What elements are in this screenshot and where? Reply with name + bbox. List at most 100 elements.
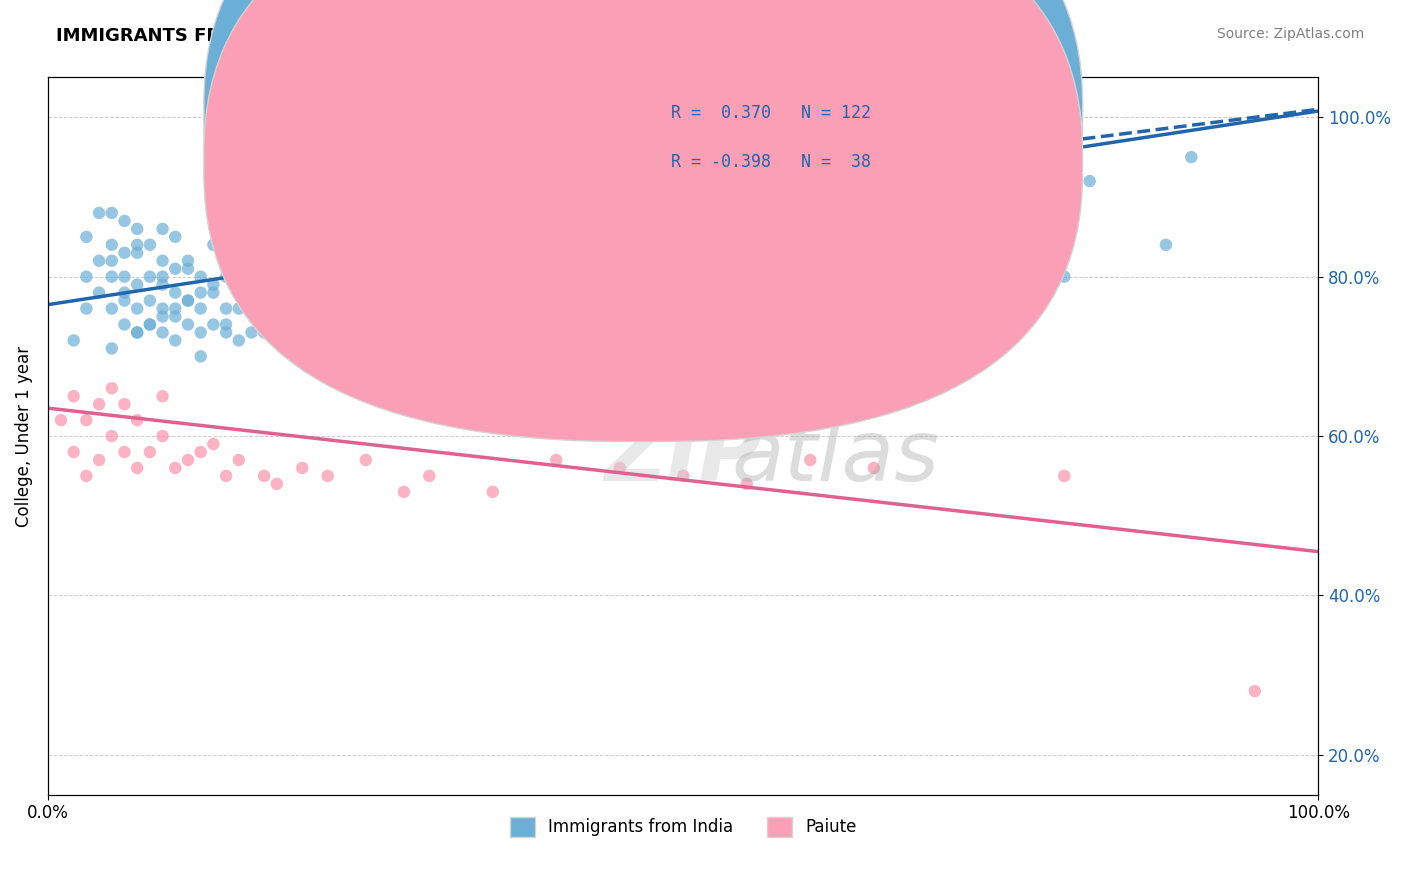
- Point: [380, 198, 402, 212]
- Point: [165, 230, 187, 244]
- Point: [354, 277, 377, 292]
- Point: [228, 301, 250, 316]
- Point: [152, 310, 174, 324]
- Point: [672, 190, 695, 204]
- Point: [354, 453, 377, 467]
- Point: [75, 469, 97, 483]
- Point: [228, 453, 250, 467]
- Point: [165, 301, 187, 316]
- Point: [165, 285, 187, 300]
- Point: [101, 206, 124, 220]
- Point: [266, 285, 288, 300]
- Point: [190, 445, 212, 459]
- Point: [101, 253, 124, 268]
- Point: [253, 326, 276, 340]
- Point: [418, 245, 440, 260]
- Point: [190, 326, 212, 340]
- Point: [139, 445, 162, 459]
- Point: [291, 318, 314, 332]
- Point: [266, 318, 288, 332]
- Point: [392, 261, 415, 276]
- Point: [456, 230, 478, 244]
- Point: [329, 293, 352, 308]
- Point: [291, 461, 314, 475]
- Point: [862, 461, 884, 475]
- Point: [495, 214, 517, 228]
- Point: [152, 222, 174, 236]
- Point: [316, 469, 339, 483]
- Point: [152, 301, 174, 316]
- Point: [240, 293, 263, 308]
- Point: [190, 285, 212, 300]
- Text: atlas: atlas: [731, 416, 939, 500]
- Point: [190, 350, 212, 364]
- Point: [253, 301, 276, 316]
- Point: [228, 261, 250, 276]
- Point: [127, 222, 149, 236]
- Point: [735, 198, 758, 212]
- Point: [1002, 182, 1025, 196]
- Point: [240, 326, 263, 340]
- Point: [114, 293, 136, 308]
- Point: [291, 318, 314, 332]
- Point: [114, 245, 136, 260]
- Point: [177, 253, 200, 268]
- Point: [87, 453, 110, 467]
- Point: [1053, 269, 1076, 284]
- Point: [367, 269, 389, 284]
- Point: [481, 253, 503, 268]
- Point: [127, 413, 149, 427]
- Point: [101, 269, 124, 284]
- Point: [342, 253, 364, 268]
- Text: R = -0.398   N =  38: R = -0.398 N = 38: [671, 153, 870, 171]
- Text: ZIP: ZIP: [605, 416, 762, 500]
- Point: [202, 285, 225, 300]
- Point: [392, 484, 415, 499]
- Point: [101, 301, 124, 316]
- Point: [75, 230, 97, 244]
- Point: [418, 230, 440, 244]
- Point: [190, 301, 212, 316]
- Point: [114, 397, 136, 411]
- Point: [316, 269, 339, 284]
- Point: [49, 413, 72, 427]
- Point: [228, 334, 250, 348]
- Point: [127, 277, 149, 292]
- Point: [481, 484, 503, 499]
- Point: [342, 285, 364, 300]
- Point: [177, 318, 200, 332]
- Point: [202, 277, 225, 292]
- Point: [127, 237, 149, 252]
- Point: [139, 237, 162, 252]
- Point: [546, 214, 568, 228]
- Point: [481, 222, 503, 236]
- Point: [443, 237, 465, 252]
- Point: [392, 285, 415, 300]
- Point: [177, 261, 200, 276]
- Point: [114, 269, 136, 284]
- Point: [101, 429, 124, 443]
- Point: [228, 269, 250, 284]
- Point: [190, 269, 212, 284]
- Point: [672, 198, 695, 212]
- Point: [571, 222, 593, 236]
- Point: [152, 429, 174, 443]
- Point: [1078, 174, 1101, 188]
- Point: [735, 214, 758, 228]
- Point: [266, 476, 288, 491]
- Point: [127, 245, 149, 260]
- Point: [291, 237, 314, 252]
- Point: [165, 461, 187, 475]
- Point: [152, 269, 174, 284]
- Point: [1180, 150, 1202, 164]
- Point: [799, 453, 821, 467]
- Point: [481, 222, 503, 236]
- Point: [101, 237, 124, 252]
- Point: [824, 174, 846, 188]
- Point: [392, 230, 415, 244]
- Point: [304, 310, 326, 324]
- Point: [520, 206, 543, 220]
- Point: [114, 214, 136, 228]
- Point: [139, 318, 162, 332]
- Point: [609, 206, 631, 220]
